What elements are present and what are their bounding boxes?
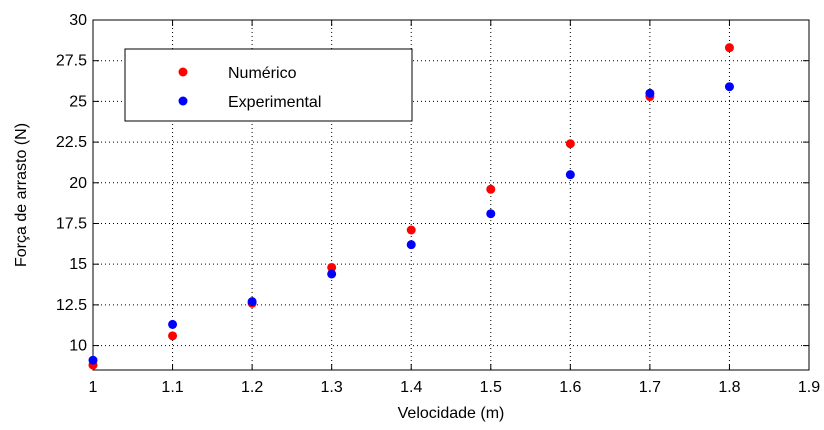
y-tick-label: 30: [69, 12, 87, 29]
x-tick-label: 1.1: [161, 379, 183, 396]
axis-ticks: 1 1.1 1.2 1.3 1.4 1.5 1.6 1.7 1.8 1.9 10 12.5 15 17.5…: [56, 12, 820, 396]
grid-lines: [93, 20, 809, 370]
data-point-experimental: [486, 209, 496, 219]
y-tick-label: 22.5: [56, 134, 87, 151]
y-tick-label: 25: [69, 93, 87, 110]
x-axis-label: Velocidade (m): [398, 405, 505, 422]
x-tick-label: 1.5: [480, 379, 502, 396]
x-tick-label: 1: [89, 379, 98, 396]
data-point-numerico: [327, 262, 337, 272]
legend-marker-numerico: [178, 67, 188, 77]
legend-marker-experimental: [178, 96, 188, 106]
data-point-experimental: [406, 240, 416, 250]
data-point-numerico: [168, 331, 178, 341]
data-point-numerico: [565, 139, 575, 149]
plot-area-frame: [92, 19, 810, 371]
legend-box: [124, 48, 413, 122]
data-point-experimental: [168, 319, 178, 329]
y-tick-label: 15: [69, 256, 87, 273]
data-point-numerico: [486, 184, 496, 194]
data-point-experimental: [645, 88, 655, 98]
x-tick-label: 1.8: [718, 379, 740, 396]
y-tick-label: 12.5: [56, 297, 87, 314]
y-tick-label: 20: [69, 175, 87, 192]
legend-label-numerico: Numérico: [228, 65, 297, 82]
x-tick-label: 1.4: [400, 379, 422, 396]
legend: Numérico Experimental: [124, 48, 413, 122]
x-tick-label: 1.2: [241, 379, 263, 396]
y-tick-label: 10: [69, 338, 87, 355]
y-tick-label: 17.5: [56, 215, 87, 232]
y-axis-label: Força de arrasto (N): [13, 123, 30, 267]
x-tick-label: 1.6: [559, 379, 581, 396]
data-point-experimental: [247, 297, 257, 307]
legend-label-experimental: Experimental: [228, 94, 321, 111]
x-tick-label: 1.7: [639, 379, 661, 396]
data-point-experimental: [327, 269, 337, 279]
data-points: [88, 43, 734, 370]
x-tick-label: 1.3: [321, 379, 343, 396]
y-tick-label: 27.5: [56, 53, 87, 70]
data-point-experimental: [565, 170, 575, 180]
x-tick-label: 1.9: [798, 379, 820, 396]
data-point-numerico: [724, 43, 734, 53]
data-point-experimental: [724, 82, 734, 92]
data-point-numerico: [406, 225, 416, 235]
data-point-experimental: [88, 355, 98, 365]
